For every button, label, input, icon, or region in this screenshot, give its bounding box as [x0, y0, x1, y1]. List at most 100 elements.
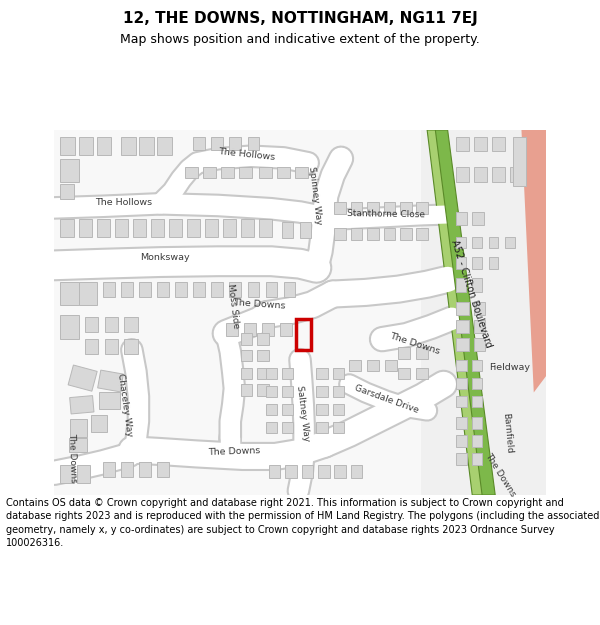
Polygon shape [456, 320, 469, 333]
Text: Monksway: Monksway [140, 253, 190, 262]
Text: Stanthorne Close: Stanthorne Close [347, 209, 425, 219]
Polygon shape [282, 422, 293, 434]
Polygon shape [226, 322, 238, 336]
Polygon shape [241, 368, 253, 379]
Polygon shape [282, 404, 293, 416]
Polygon shape [492, 136, 505, 151]
Polygon shape [262, 322, 274, 336]
Polygon shape [139, 136, 154, 154]
Polygon shape [513, 136, 526, 186]
Polygon shape [474, 167, 487, 182]
Polygon shape [61, 314, 79, 339]
Polygon shape [456, 378, 467, 389]
Text: Barnfield: Barnfield [501, 412, 514, 454]
Polygon shape [105, 339, 118, 354]
Polygon shape [241, 333, 253, 345]
Polygon shape [456, 435, 467, 447]
Polygon shape [456, 257, 466, 269]
Polygon shape [79, 282, 97, 305]
Polygon shape [229, 282, 241, 296]
Polygon shape [472, 278, 482, 292]
Polygon shape [472, 257, 482, 269]
Polygon shape [61, 159, 79, 182]
Polygon shape [416, 228, 428, 240]
Polygon shape [456, 453, 467, 464]
Polygon shape [383, 202, 395, 214]
Polygon shape [474, 302, 485, 316]
Polygon shape [284, 282, 295, 296]
Polygon shape [266, 368, 277, 379]
Polygon shape [472, 417, 482, 429]
Polygon shape [367, 359, 379, 371]
Polygon shape [124, 317, 137, 332]
Polygon shape [70, 396, 94, 414]
Polygon shape [193, 282, 205, 296]
Polygon shape [400, 228, 412, 240]
Polygon shape [505, 237, 515, 248]
Polygon shape [98, 370, 124, 392]
Polygon shape [456, 237, 466, 248]
Text: Saltney Way: Saltney Way [295, 384, 310, 441]
Polygon shape [151, 219, 164, 237]
Polygon shape [169, 219, 182, 237]
Polygon shape [157, 462, 169, 477]
Polygon shape [115, 219, 128, 237]
Polygon shape [421, 130, 546, 495]
Polygon shape [472, 237, 482, 248]
Polygon shape [456, 417, 467, 429]
Polygon shape [282, 386, 293, 398]
Text: Contains OS data © Crown copyright and database right 2021. This information is : Contains OS data © Crown copyright and d… [6, 498, 599, 548]
Polygon shape [333, 422, 344, 434]
Text: The Downs: The Downs [483, 451, 517, 498]
Polygon shape [241, 384, 253, 396]
Polygon shape [61, 184, 74, 199]
Polygon shape [472, 435, 482, 447]
Text: The Downs: The Downs [389, 331, 441, 356]
Polygon shape [333, 386, 344, 398]
Text: The Hollows: The Hollows [95, 198, 152, 207]
Polygon shape [316, 422, 328, 434]
Polygon shape [157, 136, 172, 154]
Polygon shape [510, 167, 523, 182]
Text: 12, THE DOWNS, NOTTINGHAM, NG11 7EJ: 12, THE DOWNS, NOTTINGHAM, NG11 7EJ [122, 11, 478, 26]
Polygon shape [474, 320, 485, 333]
Polygon shape [295, 167, 308, 178]
Polygon shape [398, 368, 410, 379]
Polygon shape [121, 136, 136, 154]
Polygon shape [456, 302, 469, 316]
Text: Chaceley Way: Chaceley Way [116, 372, 134, 437]
Polygon shape [244, 322, 256, 336]
Polygon shape [105, 317, 118, 332]
Polygon shape [91, 416, 107, 432]
Polygon shape [266, 282, 277, 296]
Polygon shape [103, 282, 115, 296]
Polygon shape [185, 167, 198, 178]
Polygon shape [211, 282, 223, 296]
Polygon shape [221, 167, 235, 178]
Polygon shape [203, 167, 217, 178]
Polygon shape [474, 136, 487, 151]
Polygon shape [349, 359, 361, 371]
Text: The Downs: The Downs [67, 433, 77, 483]
Polygon shape [54, 130, 456, 495]
Polygon shape [367, 202, 379, 214]
Polygon shape [79, 219, 92, 237]
Polygon shape [316, 404, 328, 416]
Polygon shape [488, 257, 499, 269]
Polygon shape [416, 348, 428, 359]
Polygon shape [333, 368, 344, 379]
Text: The Downs: The Downs [208, 446, 261, 457]
Polygon shape [456, 212, 467, 225]
Bar [296, 319, 311, 350]
Polygon shape [103, 462, 115, 477]
Polygon shape [259, 167, 272, 178]
Polygon shape [334, 228, 346, 240]
Polygon shape [385, 359, 397, 371]
Polygon shape [269, 464, 280, 478]
Text: Garsdale Drive: Garsdale Drive [353, 383, 419, 415]
Polygon shape [351, 228, 362, 240]
Text: Fieldway: Fieldway [488, 363, 530, 372]
Polygon shape [68, 438, 87, 452]
Polygon shape [266, 422, 277, 434]
Polygon shape [316, 368, 328, 379]
